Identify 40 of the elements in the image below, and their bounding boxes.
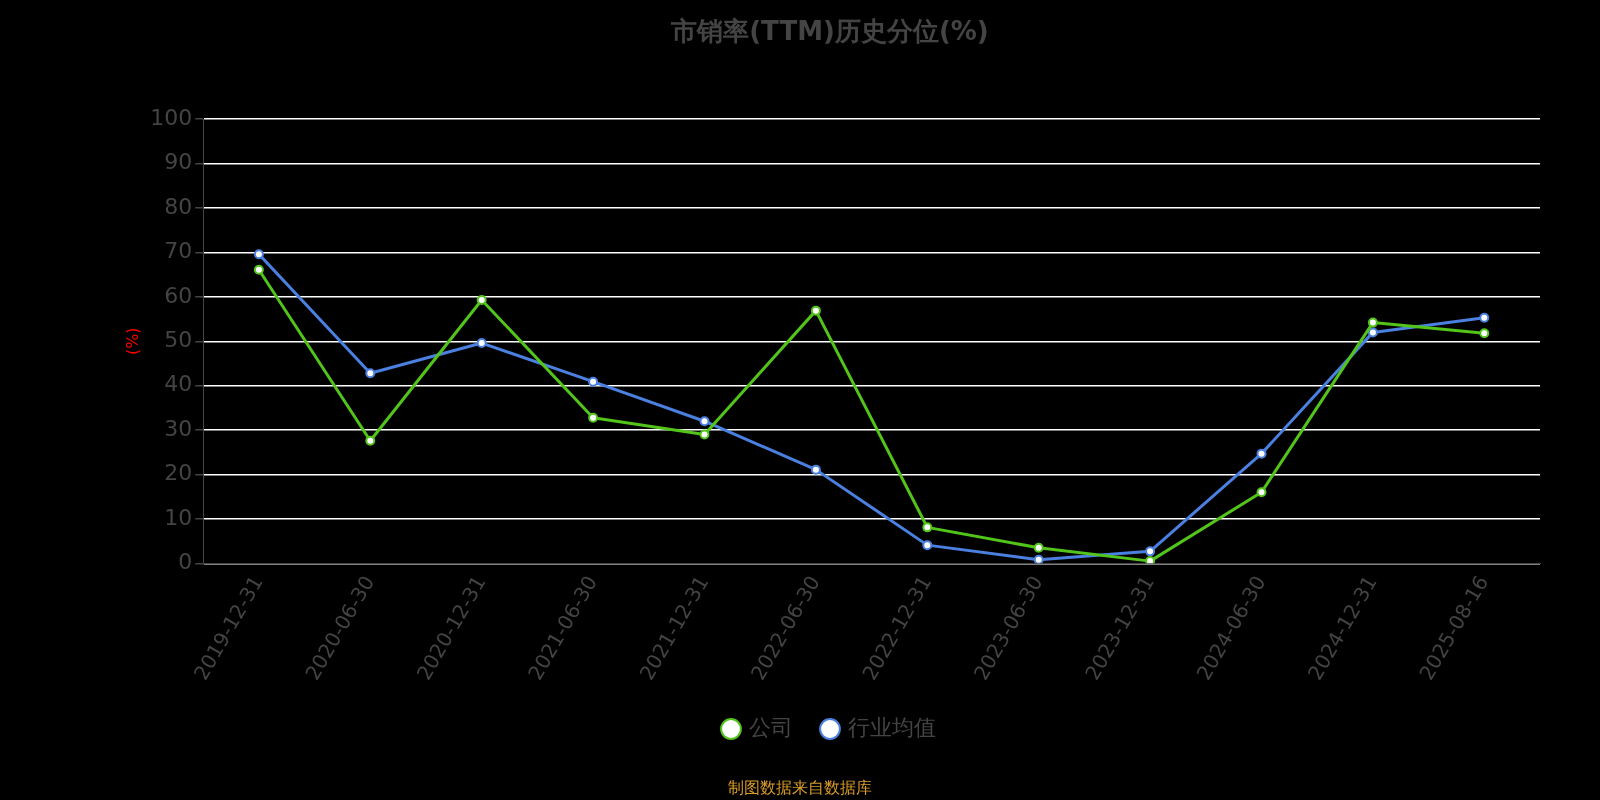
text: 制图数据来自数据库	[727, 778, 873, 799]
point	[476, 294, 487, 305]
y-tick-label: 50	[164, 326, 193, 352]
chart-title: 市销率(TTM)历史分位(%)	[670, 16, 989, 47]
point	[253, 249, 264, 260]
point	[1367, 317, 1378, 328]
y-axis-title: (%)	[122, 327, 142, 356]
point	[1145, 556, 1156, 564]
point	[810, 305, 821, 316]
y-tick-label: 0	[178, 549, 193, 575]
point	[1479, 328, 1490, 339]
y-tick-label: 20	[164, 460, 193, 486]
y-tick-label: 90	[164, 149, 193, 175]
point	[253, 264, 264, 275]
point	[476, 338, 487, 349]
y-tick-label: 10	[164, 504, 193, 530]
y-tick-label: 40	[164, 371, 193, 397]
point	[588, 412, 599, 423]
point	[699, 429, 710, 440]
point	[1033, 554, 1044, 564]
point	[922, 522, 933, 533]
point	[1367, 327, 1378, 338]
point	[1256, 448, 1267, 459]
y-tick-label: 70	[164, 238, 193, 264]
point	[810, 464, 821, 475]
point	[365, 368, 376, 379]
point	[365, 435, 376, 446]
y-tick-label: 60	[164, 282, 193, 308]
point	[1033, 542, 1044, 553]
legend-label: 行业均值	[848, 714, 936, 740]
point	[699, 416, 710, 427]
y-tick-label: 30	[164, 415, 193, 441]
y-tick-label: 100	[150, 104, 193, 130]
point	[1479, 312, 1490, 323]
point	[1256, 487, 1267, 498]
legend-label: 公司	[749, 714, 793, 740]
point	[588, 376, 599, 387]
point	[1145, 546, 1156, 557]
y-tick-label: 80	[164, 193, 193, 219]
point	[922, 540, 933, 551]
